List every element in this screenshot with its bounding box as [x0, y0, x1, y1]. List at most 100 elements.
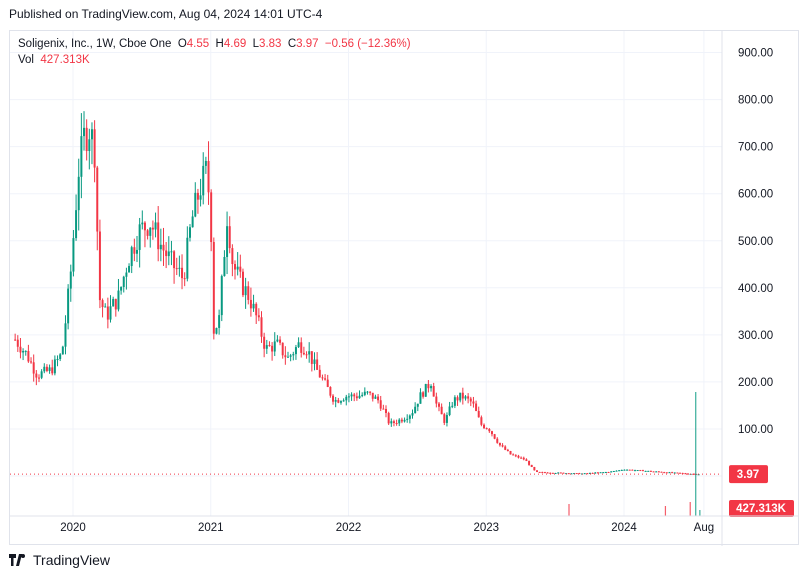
candle-body — [427, 383, 430, 389]
candle-body — [583, 473, 586, 475]
y-tick-label: 200.00 — [738, 377, 773, 389]
candle-body — [120, 286, 123, 291]
candle-body — [271, 345, 274, 352]
candle-body — [286, 356, 289, 358]
candle-body — [533, 467, 536, 471]
candle-body — [382, 408, 385, 410]
candle-body — [59, 354, 62, 359]
candle-body — [551, 472, 554, 474]
low-value: 3.83 — [259, 38, 282, 50]
candle-body — [443, 414, 446, 423]
candle-body — [117, 290, 120, 310]
candle-body — [623, 469, 626, 471]
candle-body — [525, 459, 528, 462]
candle-body — [151, 227, 154, 230]
chart-frame[interactable] — [9, 30, 799, 545]
candle-body — [647, 470, 650, 472]
candle-body — [483, 424, 486, 429]
candle-body — [255, 303, 258, 316]
candle-body — [196, 192, 199, 200]
candle-body — [268, 345, 271, 347]
published-caption: Published on TradingView.com, Aug 04, 20… — [9, 7, 323, 21]
candle-body — [604, 472, 607, 474]
candle-body — [83, 127, 86, 137]
candle-body — [554, 473, 557, 475]
candle-body — [220, 276, 223, 316]
candle-body — [374, 396, 377, 399]
candle-body — [649, 470, 652, 472]
candle-body — [30, 361, 33, 363]
candle-body — [308, 351, 311, 355]
change-value: −0.56 (−12.36%) — [324, 38, 411, 50]
candle-body — [199, 195, 202, 200]
candle-body — [194, 192, 197, 217]
candle-body — [228, 226, 231, 249]
y-tick-label: 300.00 — [738, 330, 773, 342]
candle-body — [143, 222, 146, 231]
candle-body — [239, 266, 242, 272]
candle-body — [24, 350, 27, 352]
candle-body — [570, 473, 573, 475]
candle-body — [210, 192, 213, 243]
candle-body — [138, 224, 141, 250]
candle-body — [281, 342, 284, 356]
candle-body — [324, 378, 327, 380]
candle-body — [641, 470, 644, 472]
candle-body — [480, 417, 483, 425]
candle-body — [639, 470, 642, 472]
candle-body — [437, 403, 440, 407]
candle-body — [207, 160, 210, 193]
candle-body — [353, 394, 356, 397]
candle-body — [215, 327, 218, 334]
candle-body — [64, 323, 67, 347]
candle-body — [276, 339, 279, 342]
candle-body — [313, 359, 316, 364]
candle-body — [679, 472, 682, 474]
candle-body — [302, 352, 305, 355]
candle-body — [567, 473, 570, 475]
candle-body — [549, 472, 552, 474]
volume-bar — [664, 506, 667, 516]
candle-body — [218, 315, 221, 328]
candle-body — [22, 350, 25, 353]
candle-body — [387, 412, 390, 424]
candle-body — [644, 470, 647, 472]
candle-body — [618, 470, 621, 472]
candle-body — [430, 386, 433, 389]
candle-body — [241, 271, 244, 296]
candle-body — [599, 472, 602, 474]
candle-body — [181, 267, 184, 279]
candle-body — [676, 472, 679, 474]
candle-body — [485, 428, 488, 430]
candle-body — [522, 457, 525, 460]
candle-body — [395, 422, 398, 424]
candle-body — [175, 268, 178, 270]
candle-body — [136, 249, 139, 254]
candle-body — [366, 391, 369, 393]
candle-body — [398, 419, 401, 424]
low-label: L — [252, 38, 260, 50]
candle-body — [234, 264, 237, 270]
candle-body — [432, 386, 435, 397]
candle-body — [631, 469, 634, 471]
candle-body — [350, 394, 353, 397]
candle-body — [504, 446, 507, 450]
candle-body — [459, 392, 462, 401]
candle-body — [453, 397, 456, 406]
candle-body — [506, 449, 509, 452]
candle-body — [628, 469, 631, 471]
candle-body — [128, 266, 131, 273]
candle-body — [464, 396, 467, 399]
close-label: C — [287, 38, 297, 50]
candle-body — [146, 230, 149, 236]
candle-body — [32, 362, 35, 374]
x-tick-label: 2023 — [473, 522, 499, 534]
candle-body — [14, 339, 17, 341]
candle-body — [339, 401, 342, 403]
brand-name: TradingView — [33, 552, 111, 568]
candle-body — [316, 359, 319, 370]
candle-body — [80, 136, 83, 177]
candle-body — [347, 396, 350, 398]
volume-badge — [729, 500, 794, 517]
